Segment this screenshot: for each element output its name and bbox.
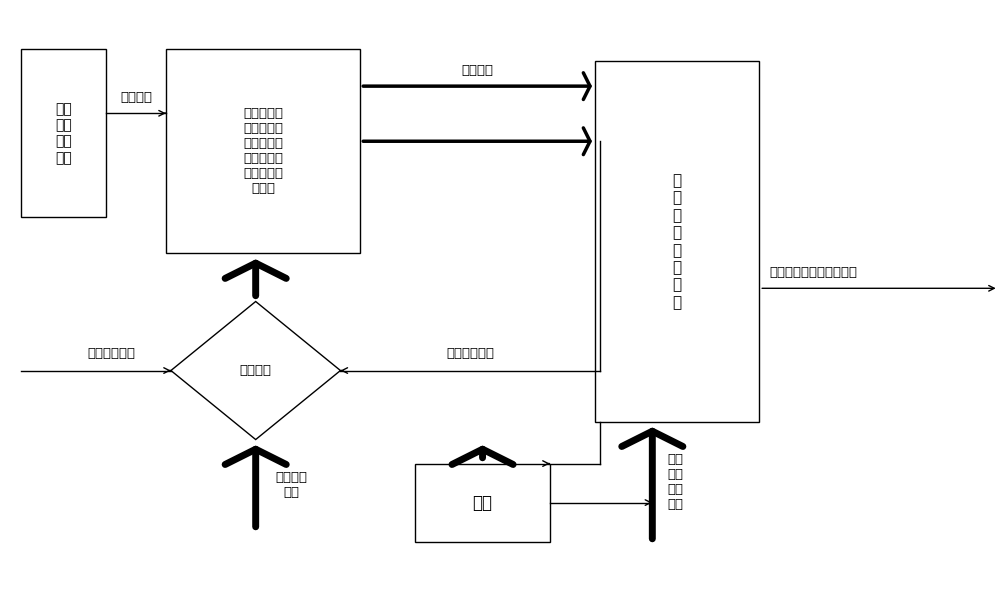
Text: 高频同步信号: 高频同步信号 [446, 347, 494, 360]
Bar [415, 464, 550, 541]
Text: 数据总线: 数据总线 [120, 91, 152, 104]
Text: 串行信号发制至智能总线: 串行信号发制至智能总线 [769, 267, 857, 279]
Text: 智能
总线
编码
单元: 智能 总线 编码 单元 [55, 102, 72, 165]
Text: 同步切换
控制: 同步切换 控制 [276, 470, 308, 499]
Text: 双向存贮器
低速读入需
给总线传输
数据并高速
向移位寄存
器输出: 双向存贮器 低速读入需 给总线传输 数据并高速 向移位寄存 器输出 [243, 107, 283, 195]
Text: 分频: 分频 [473, 494, 493, 511]
Text: 高速数据: 高速数据 [462, 64, 494, 77]
Bar [21, 49, 106, 218]
Polygon shape [171, 302, 340, 440]
Bar [166, 49, 360, 253]
Bar [595, 62, 759, 421]
Text: 数
据
并
转
串
及
控
制: 数 据 并 转 串 及 控 制 [672, 173, 682, 310]
Text: 选择开关: 选择开关 [240, 364, 272, 377]
Text: 智能
总线
同步
信号: 智能 总线 同步 信号 [667, 453, 683, 511]
Text: 低频同步信号: 低频同步信号 [87, 347, 135, 360]
